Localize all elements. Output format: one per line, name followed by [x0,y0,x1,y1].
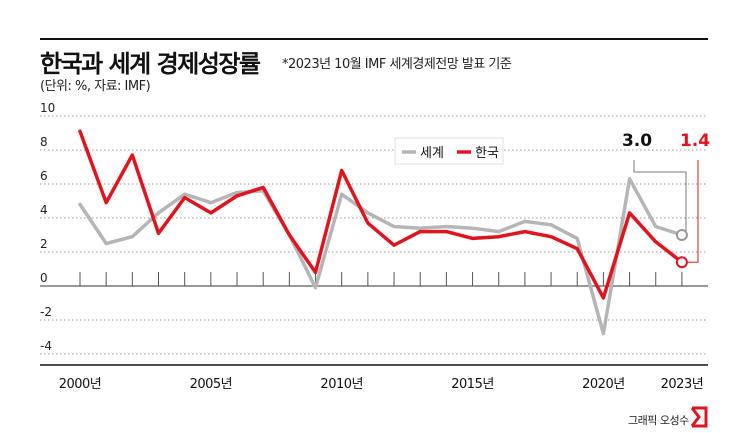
y-tick-label: 8 [40,135,48,149]
y-tick-label: -2 [40,305,52,319]
x-tick-label: 2000년 [59,377,102,392]
legend-label-korea: 한국 [475,146,499,161]
y-tick-label: 0 [40,271,48,285]
y-tick-label: 6 [40,169,48,183]
world-endpoint-marker [675,229,688,241]
y-tick-label: -4 [40,339,52,353]
korea-series-line [78,129,684,300]
korea-endpoint-marker [675,256,688,269]
top-rule [40,38,708,40]
world-series-line [78,177,684,336]
korea-callout-leader [687,160,699,263]
legend-label-world: 세계 [420,146,444,161]
x-tick-label: 2023년 [661,377,704,392]
x-tick-label: 2020년 [582,377,625,392]
x-tick-label: 2005년 [190,377,233,392]
world-callout-value: 3.0 [622,131,652,151]
x-tick-label: 2010년 [320,377,363,392]
unit-source-note: (단위: %, 자료: IMF) [40,79,151,94]
chart-title: 한국과 세계 경제성장률 [40,50,261,78]
world-callout-leader [633,160,688,236]
y-tick-label: 4 [40,203,48,217]
publisher-logo-icon [690,406,708,428]
chart-subtitle: *2023년 10월 IMF 세계경제전망 발표 기준 [282,57,512,72]
y-tick-label: 10 [40,101,55,115]
korea-callout-value: 1.4 [680,131,710,151]
graphic-credit: 그래픽 오성수 [628,414,689,427]
y-tick-label: 2 [40,237,48,251]
x-tick-label: 2015년 [451,377,494,392]
